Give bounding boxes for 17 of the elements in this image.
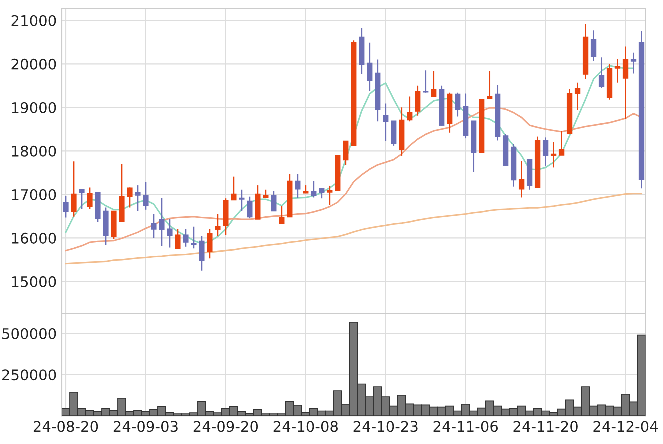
y-tick-label: 500000	[2, 328, 56, 340]
y-tick-label: 15000	[12, 276, 56, 288]
y-tick-label: 19000	[12, 102, 56, 114]
y-tick-label: 18000	[12, 146, 56, 157]
x-tick-label: 24-09-03	[114, 421, 178, 432]
x-tick-label: 24-10-08	[274, 421, 338, 432]
x-tick-label: 24-09-20	[194, 421, 258, 432]
x-tick-label: 24-12-04	[594, 421, 658, 432]
x-tick-label: 24-08-20	[34, 421, 98, 432]
x-tick-label: 24-10-23	[354, 421, 418, 432]
y-tick-label: 250000	[2, 370, 56, 381]
x-tick-label: 24-11-06	[434, 421, 498, 432]
y-tick-label: 16000	[12, 232, 56, 244]
x-tick-label: 24-11-20	[514, 421, 578, 432]
y-tick-label: 20000	[12, 58, 56, 70]
y-tick-label: 21000	[12, 15, 56, 26]
y-tick-label: 17000	[12, 189, 56, 200]
